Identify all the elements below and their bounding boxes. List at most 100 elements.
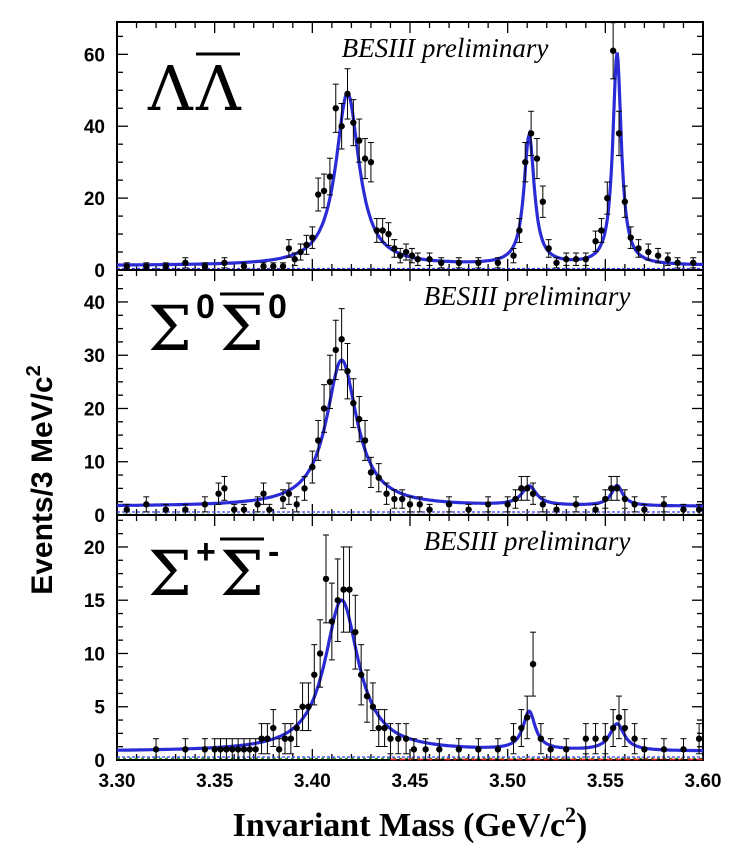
preliminary-label: BESIII preliminary <box>342 33 549 63</box>
channel-antisymbol: Σ <box>220 537 264 610</box>
data-point <box>285 490 293 497</box>
data-point <box>547 746 554 753</box>
data-point <box>344 367 351 375</box>
data-point <box>221 259 228 267</box>
channel-symbol: Σ <box>148 537 192 610</box>
y-tick-label: 20 <box>84 538 105 559</box>
preliminary-label: BESIII preliminary <box>424 526 631 556</box>
data-point <box>299 703 306 710</box>
y-tick-label: 30 <box>84 346 105 367</box>
data-point <box>572 256 580 263</box>
data-point <box>680 746 687 753</box>
data-point <box>211 746 218 753</box>
x-tick-label: 3.35 <box>196 771 233 792</box>
data-point <box>475 259 482 267</box>
data-point <box>529 490 537 497</box>
data-point <box>402 248 410 256</box>
y-tick-label: 60 <box>84 45 105 66</box>
data-point <box>537 735 545 742</box>
data-point <box>631 501 638 508</box>
data-point <box>484 501 492 508</box>
data-point <box>631 735 638 742</box>
data-point <box>182 506 189 513</box>
x-tick-label: 3.30 <box>99 771 136 792</box>
data-point <box>367 158 375 166</box>
data-point <box>162 506 170 513</box>
data-point <box>475 746 482 753</box>
data-point <box>350 119 357 126</box>
data-point <box>234 746 242 753</box>
data-point <box>615 130 623 137</box>
data-point <box>615 714 623 721</box>
data-point <box>375 474 382 481</box>
data-point <box>504 501 511 508</box>
data-point <box>563 256 570 263</box>
data-point <box>408 252 416 259</box>
data-point <box>524 714 531 721</box>
data-point <box>252 746 259 753</box>
data-point <box>383 490 390 497</box>
data-point <box>285 245 293 252</box>
channel-symbol: Σ <box>148 292 192 365</box>
data-point <box>240 506 248 513</box>
data-point <box>367 469 375 476</box>
data-point <box>356 415 363 423</box>
y-tick-label: 20 <box>84 189 105 210</box>
data-point <box>264 735 271 742</box>
data-point <box>373 227 380 234</box>
y-axis-label: Events/3 MeV/c2 <box>23 365 59 595</box>
data-point <box>352 628 359 636</box>
y-tick-label: 10 <box>84 453 105 474</box>
x-axis-label-end: ) <box>576 807 587 844</box>
data-point <box>254 501 261 508</box>
data-point <box>221 485 228 492</box>
data-point <box>627 234 634 241</box>
data-point <box>340 586 347 593</box>
data-point <box>332 105 339 112</box>
data-point <box>397 252 404 259</box>
preliminary-label: BESIII preliminary <box>424 281 631 311</box>
x-axis-label-text: Invariant Mass (GeV/c <box>233 807 565 844</box>
data-point <box>385 230 392 238</box>
data-point <box>287 735 295 742</box>
x-axis-label: Invariant Mass (GeV/c2) <box>233 802 588 844</box>
y-tick-label: 10 <box>84 644 105 665</box>
data-point <box>240 263 248 270</box>
data-point <box>357 671 365 678</box>
data-point <box>609 724 617 732</box>
data-point <box>436 746 443 753</box>
x-tick-label: 3.60 <box>685 771 722 792</box>
data-point <box>143 263 150 270</box>
data-point <box>660 746 668 753</box>
data-point <box>332 346 339 354</box>
data-point <box>695 506 703 513</box>
data-point <box>602 495 609 503</box>
data-point <box>553 506 560 513</box>
data-point <box>320 405 328 412</box>
data-point <box>510 252 517 259</box>
data-point <box>297 248 304 256</box>
data-point <box>346 586 353 593</box>
data-point <box>291 256 298 263</box>
data-point <box>381 724 388 732</box>
y-tick-label: 15 <box>84 591 106 612</box>
data-point <box>674 259 681 267</box>
data-point <box>516 227 523 234</box>
data-point <box>406 501 414 508</box>
x-tick-label: 3.50 <box>489 771 526 792</box>
data-point <box>602 735 609 742</box>
data-point <box>375 724 382 732</box>
data-point <box>229 746 236 753</box>
fit-curve <box>117 358 703 508</box>
data-point <box>512 495 519 503</box>
data-point <box>510 735 517 742</box>
data-point <box>539 198 547 205</box>
data-point <box>281 735 289 742</box>
channel-superscript: + <box>196 533 216 571</box>
data-point <box>369 703 377 710</box>
data-point <box>266 506 273 513</box>
data-point <box>654 252 662 259</box>
data-point <box>301 485 308 492</box>
